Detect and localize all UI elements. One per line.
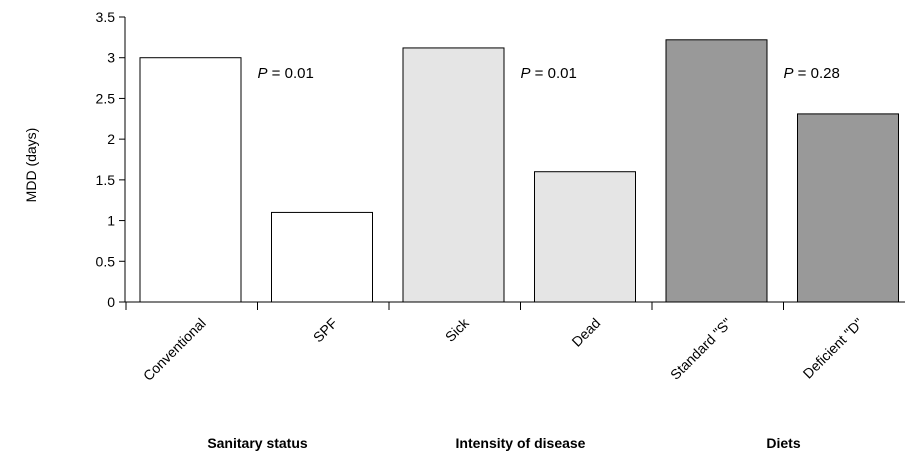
y-tick-label: 3.5 — [96, 9, 116, 25]
bar — [139, 57, 242, 303]
category-label: Sick — [442, 314, 473, 345]
y-tick-label: 1 — [107, 213, 115, 229]
y-tick-label: 0.5 — [96, 253, 116, 269]
y-tick-label: 3 — [107, 50, 115, 66]
group-label: Diets — [766, 435, 800, 451]
p-value-label: P = 0.28 — [784, 65, 840, 82]
p-value-label: P = 0.01 — [521, 65, 577, 82]
group-label: Sanitary status — [207, 435, 308, 451]
category-label: Deficient "D" — [800, 315, 867, 382]
x-axis — [125, 301, 905, 310]
bar — [534, 171, 636, 303]
category-label: Conventional — [140, 315, 209, 384]
bar — [797, 113, 899, 303]
y-axis-label: MDD (days) — [23, 128, 39, 203]
bar — [402, 47, 505, 303]
category-labels: Conventional SPF Sick Dead Standard "S" Defic… — [140, 314, 867, 384]
y-tick-label: 1.5 — [96, 172, 116, 188]
group-labels: Sanitary status Intensity of disease Diets — [207, 435, 801, 451]
p-value-annotations: P = 0.01 P = 0.01 P = 0.28 — [258, 65, 840, 82]
category-label: Standard "S" — [667, 315, 735, 383]
bar — [665, 39, 768, 303]
category-label: Dead — [568, 315, 603, 350]
y-tick-label: 2.5 — [96, 90, 116, 106]
bars — [139, 39, 899, 303]
p-value-label: P = 0.01 — [258, 65, 314, 82]
category-label: SPF — [310, 315, 341, 346]
y-tick-label: 2 — [107, 131, 115, 147]
y-tick-label: 0 — [107, 294, 115, 310]
y-axis: 0 0.5 1 1.5 2 2.5 3 3.5 — [96, 9, 126, 310]
group-label: Intensity of disease — [456, 435, 586, 451]
bar — [271, 211, 373, 303]
